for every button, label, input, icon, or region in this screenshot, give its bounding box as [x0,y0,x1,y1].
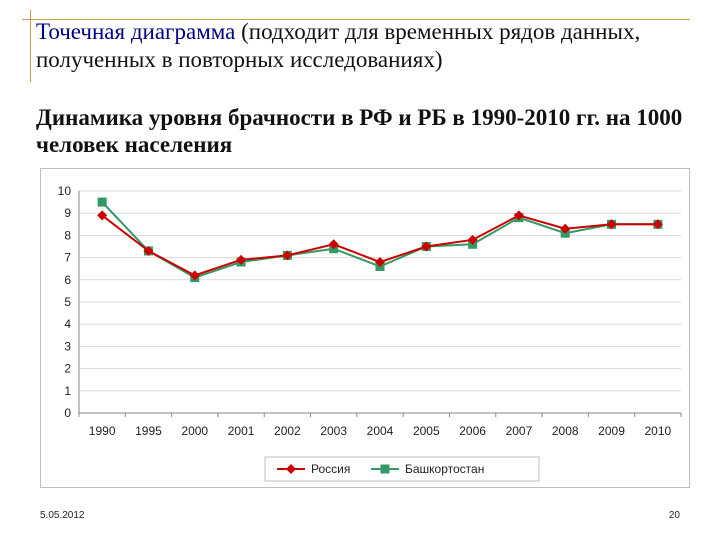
slide-heading: Точечная диаграмма (подходит для временн… [36,18,696,74]
y-tick-label: 2 [64,362,71,376]
x-tick-label: 2000 [181,424,208,438]
accent-vertical-line [30,10,31,82]
legend-label-russia: Россия [311,462,350,476]
legend-marker-bashkortostan [380,464,390,474]
data-point-russia [328,239,339,250]
accent-horizontal-line [22,19,690,20]
x-tick-label: 1995 [135,424,162,438]
y-tick-label: 10 [58,184,72,198]
data-point-russia [467,234,478,245]
data-point-russia [606,219,617,230]
x-tick-label: 2001 [228,424,255,438]
line-chart: 0 1 2 3 4 5 6 7 8 9 10 1990 1995 2000 2001 2002 2003 2004… [58,184,682,482]
y-tick-label: 6 [64,273,71,287]
y-tick-label: 0 [64,406,71,420]
data-point-russia [421,241,432,252]
x-tick-label: 2004 [367,424,394,438]
legend-box [264,456,540,482]
heading-rest: (подходит для временных рядов данных, по… [36,19,641,72]
data-point-russia [513,210,524,221]
y-tick-label: 7 [64,251,71,265]
y-tick-label: 1 [64,384,71,398]
heading-bold: Точечная диаграмма [36,19,236,44]
data-point-russia [189,270,200,281]
legend-marker-russia [286,464,296,474]
x-tick-label: 2010 [644,424,671,438]
data-point-russia [236,254,247,265]
y-tick-label: 8 [64,228,71,242]
slide-date: 5.05.2012 [40,510,85,521]
data-point-bashkortostan [97,197,107,207]
x-tick-label: 2005 [413,424,440,438]
y-tick-label: 5 [64,295,71,309]
y-tick-label: 9 [64,206,71,220]
data-point-russia [282,250,293,261]
data-point-russia [560,223,571,234]
slide-page-number: 20 [668,510,680,521]
x-tick-label: 1990 [89,424,116,438]
x-tick-label: 2002 [274,424,301,438]
x-tick-label: 2007 [506,424,533,438]
legend-label-bashkortostan: Башкортостан [405,462,484,476]
y-tick-label: 3 [64,339,71,353]
data-point-russia [97,210,108,221]
chart-container: 0 1 2 3 4 5 6 7 8 9 10 1990 1995 2000 2001 2002 2003 2004… [40,168,690,488]
x-tick-label: 2003 [320,424,347,438]
data-point-russia [652,219,663,230]
x-tick-label: 2008 [552,424,579,438]
x-tick-label: 2006 [459,424,486,438]
x-tick-label: 2009 [598,424,625,438]
data-point-russia [375,257,385,268]
data-point-russia [143,245,154,256]
chart-subheading: Динамика уровня брачности в РФ и РБ в 19… [36,105,683,157]
y-tick-label: 4 [64,317,71,331]
